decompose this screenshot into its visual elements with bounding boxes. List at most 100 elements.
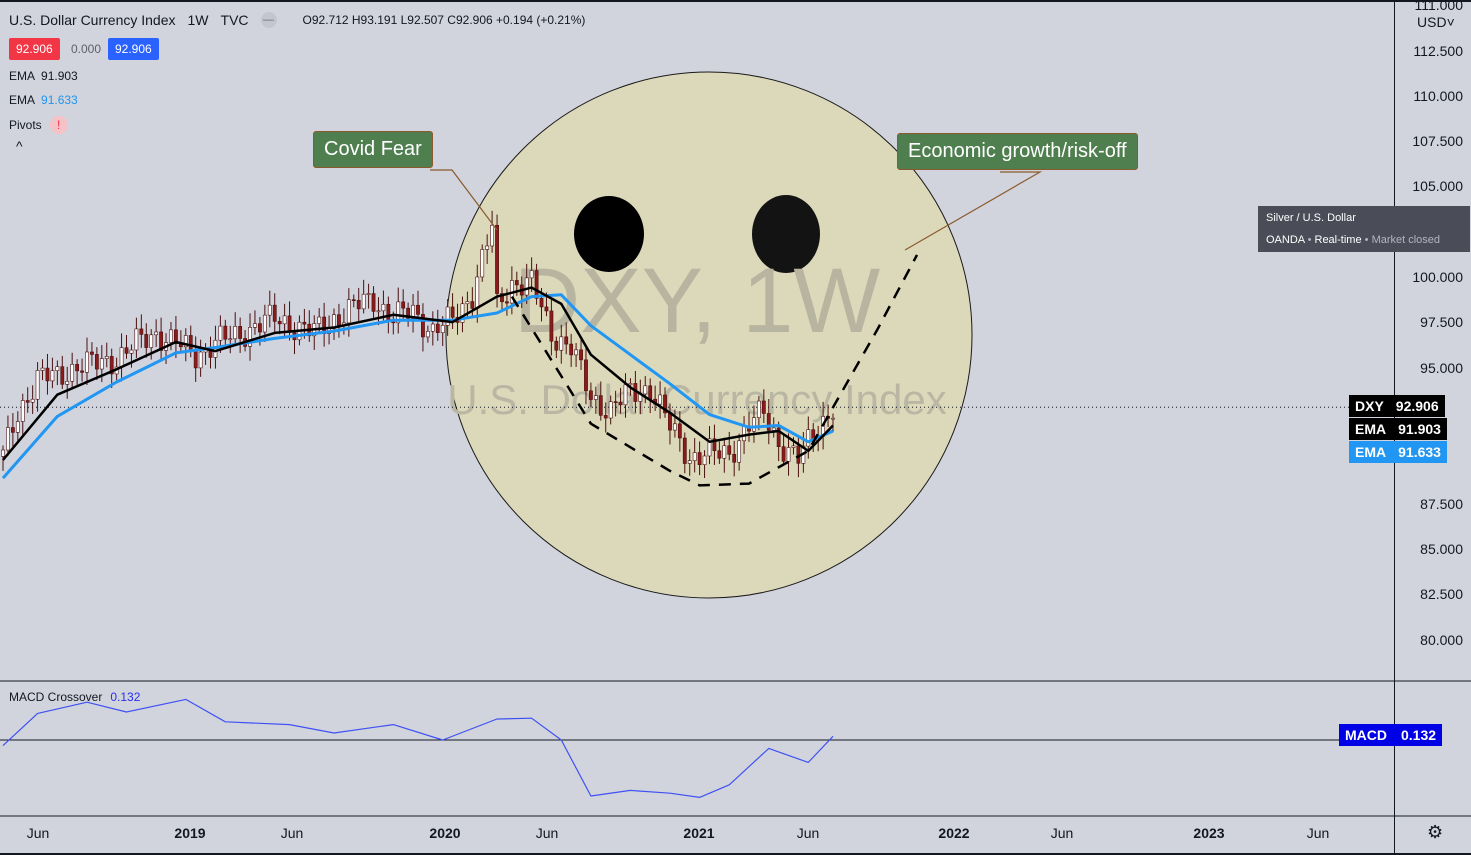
dxy-tag-value: 92.906 bbox=[1395, 398, 1439, 414]
candle-body bbox=[712, 438, 717, 452]
candle-body bbox=[65, 380, 70, 385]
symbol-title[interactable]: U.S. Dollar Currency Index bbox=[9, 12, 176, 28]
candle-body bbox=[60, 366, 65, 385]
candle-body bbox=[169, 329, 173, 343]
candle-body bbox=[80, 370, 84, 373]
candle-body bbox=[351, 299, 356, 301]
y-tick-label: 111.000 bbox=[1414, 0, 1463, 13]
candle-body bbox=[129, 349, 134, 354]
candle-body bbox=[761, 400, 766, 414]
macd-tag-value: 0.132 bbox=[1401, 727, 1437, 743]
candle-body bbox=[727, 445, 732, 455]
visibility-toggle-icon[interactable]: — bbox=[260, 12, 277, 28]
collapse-legend-icon[interactable]: ^ bbox=[16, 138, 23, 154]
watermark-ticker: DXY, 1W bbox=[514, 250, 881, 352]
candle-body bbox=[663, 394, 667, 414]
candle-body bbox=[30, 398, 35, 403]
gear-icon[interactable]: ⚙ bbox=[1427, 822, 1444, 842]
candle-body bbox=[317, 316, 322, 324]
legend-ema-fast-label: EMA bbox=[9, 69, 36, 83]
candle-body bbox=[791, 445, 796, 448]
candle-body bbox=[677, 423, 682, 439]
symbol-header: U.S. Dollar Currency Index 1W TVC — O92.… bbox=[9, 12, 585, 28]
x-tick-label: 2021 bbox=[683, 825, 715, 841]
y-tick-label: 82.500 bbox=[1420, 586, 1463, 602]
candle-body bbox=[643, 385, 648, 395]
candle-body bbox=[134, 328, 139, 351]
candle-body bbox=[544, 306, 549, 312]
candle-body bbox=[480, 249, 485, 278]
interval-label[interactable]: 1W bbox=[187, 12, 209, 28]
candle-body bbox=[40, 367, 45, 371]
macd-legend[interactable]: MACD Crossover 0.132 bbox=[9, 690, 140, 704]
smiley-face bbox=[445, 71, 973, 599]
buy-price-button[interactable]: 92.906 bbox=[108, 38, 159, 60]
ema-fast-tag: EMA 91.903 bbox=[1349, 418, 1447, 440]
candle-body bbox=[401, 301, 406, 309]
candle-body bbox=[198, 351, 203, 369]
candle-body bbox=[70, 364, 75, 382]
dxy-price-tag: DXY 92.906 bbox=[1349, 395, 1445, 417]
covid-callout-pointer bbox=[430, 169, 498, 231]
tooltip-broker: OANDA bbox=[1266, 234, 1305, 246]
x-tick-label: 2023 bbox=[1193, 825, 1225, 841]
candle-body bbox=[628, 383, 633, 386]
candle-body bbox=[406, 307, 411, 319]
candle-body bbox=[386, 303, 391, 322]
candle-body bbox=[771, 427, 776, 431]
candle-body bbox=[781, 446, 786, 462]
macd-legend-value: 0.132 bbox=[110, 690, 141, 704]
callout-covid-fear[interactable]: Covid Fear bbox=[313, 131, 433, 168]
candle-body bbox=[188, 335, 193, 352]
callout-economic-growth[interactable]: Economic growth/risk-off bbox=[897, 133, 1138, 170]
candle-body bbox=[579, 349, 583, 361]
y-tick-label: 87.500 bbox=[1420, 496, 1463, 512]
candle-body bbox=[717, 450, 722, 459]
candle-body bbox=[702, 455, 707, 465]
candle-body bbox=[673, 423, 677, 431]
candle-body bbox=[574, 349, 578, 356]
candle-body bbox=[238, 326, 243, 339]
candle-body bbox=[554, 340, 559, 351]
candle-body bbox=[124, 347, 129, 354]
currency-selector[interactable]: USD˅ bbox=[1417, 14, 1455, 30]
legend-ema-fast[interactable]: EMA 91.903 bbox=[9, 69, 78, 83]
candle-body bbox=[75, 364, 80, 372]
currency-label: USD bbox=[1417, 14, 1447, 30]
legend-ema-slow-value: 91.633 bbox=[41, 93, 78, 107]
candle-body bbox=[376, 310, 381, 313]
candle-body bbox=[603, 415, 608, 419]
candle-body bbox=[282, 315, 287, 325]
legend-pivots[interactable]: Pivots! bbox=[9, 116, 68, 134]
legend-pivots-label: Pivots bbox=[9, 118, 42, 132]
candle-body bbox=[598, 395, 603, 416]
sell-price-button[interactable]: 92.906 bbox=[9, 38, 60, 60]
candle-body bbox=[618, 402, 623, 406]
macd-line bbox=[2, 698, 834, 798]
ema-slow-tag: EMA 91.633 bbox=[1349, 441, 1447, 463]
candle-body bbox=[668, 412, 672, 431]
candle-body bbox=[806, 429, 811, 447]
candle-body bbox=[267, 304, 272, 316]
tooltip-mode: Real-time bbox=[1314, 234, 1362, 246]
candle-body bbox=[233, 326, 238, 340]
ema-fast-tag-value: 91.903 bbox=[1398, 421, 1441, 437]
candle-body bbox=[648, 385, 653, 400]
candle-body bbox=[277, 321, 282, 325]
candle-body bbox=[10, 427, 15, 433]
candle-body bbox=[435, 323, 440, 333]
candle-body bbox=[440, 325, 445, 333]
candle-body bbox=[658, 394, 662, 405]
dxy-tag-label: DXY bbox=[1355, 398, 1384, 414]
warning-icon[interactable]: ! bbox=[49, 116, 68, 134]
tooltip-details: OANDA • Real-time • Market closed bbox=[1266, 234, 1441, 246]
legend-ema-slow[interactable]: EMA 91.633 bbox=[9, 93, 78, 107]
candle-body bbox=[534, 270, 539, 299]
ema-slow-line bbox=[1, 293, 834, 480]
y-tick-label: 105.000 bbox=[1412, 178, 1463, 194]
legend-ema-slow-label: EMA bbox=[9, 93, 36, 107]
candle-body bbox=[99, 358, 104, 370]
candle-body bbox=[94, 354, 99, 370]
macd-value-tag: MACD 0.132 bbox=[1339, 724, 1443, 746]
